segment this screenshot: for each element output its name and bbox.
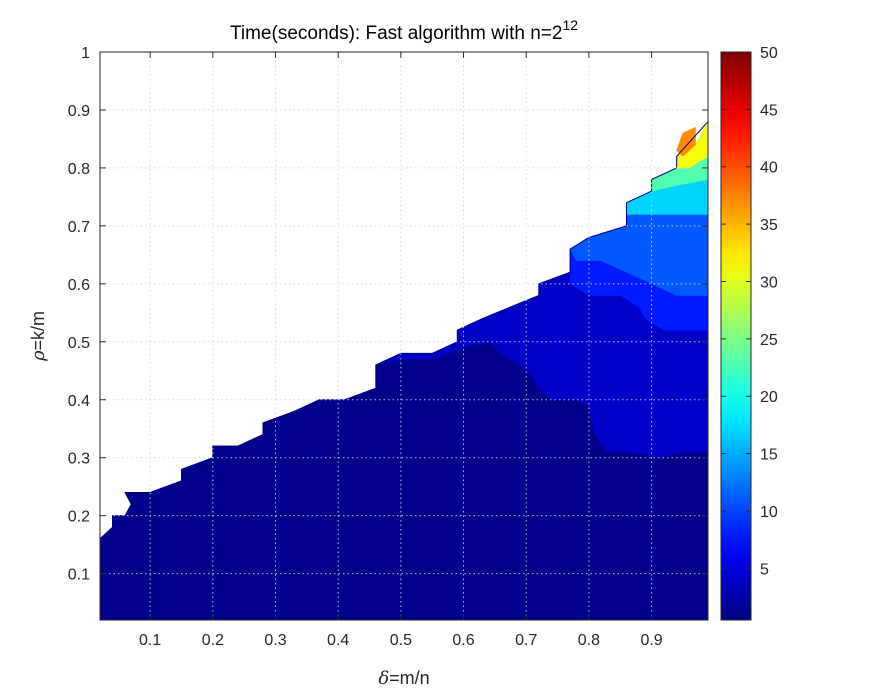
x-axis-label-text: =m/n [389, 668, 430, 688]
y-tick-label: 0.9 [68, 103, 90, 120]
chart-title-base: Time(seconds): Fast algorithm with n=2 [230, 23, 562, 44]
y-tick-label: 0.6 [68, 277, 90, 294]
plot-frame [99, 51, 709, 621]
y-axis-label-symbol: ρ [28, 350, 49, 362]
colorbar-tick-label: 10 [760, 504, 778, 521]
y-tick-label: 1 [81, 45, 90, 62]
x-axis-label: δ=m/n [378, 668, 429, 689]
y-tick-label: 0.8 [68, 161, 90, 178]
y-axis-label-text: =k/m [28, 311, 48, 351]
colorbar-tick-label: 30 [760, 274, 778, 291]
x-tick-label: 0.9 [640, 632, 662, 649]
plot-area: 0.1 0.2 0.3 0.4 0.5 0.6 0.7 0.8 0.9 0.1 0.2 0.3 0.4 0… [68, 45, 709, 649]
colorbar-tick-label: 40 [760, 160, 778, 177]
x-axis-label-symbol: δ [378, 668, 389, 689]
x-tick-label: 0.8 [578, 632, 600, 649]
y-tick-label: 0.2 [68, 509, 90, 526]
chart-title-superscript: 12 [562, 17, 578, 33]
x-tick-label: 0.5 [390, 632, 412, 649]
y-tick-label: 0.3 [68, 451, 90, 468]
y-axis-label: ρ=k/m [28, 311, 49, 362]
colorbar-tick-label: 15 [760, 447, 778, 464]
colorbar-ticks: 5 10 15 20 25 30 35 40 45 50 [721, 45, 778, 578]
x-tick-label: 0.7 [515, 632, 537, 649]
colorbar-gradient [721, 52, 751, 620]
colorbar-tick-label: 5 [760, 561, 769, 578]
x-tick-label: 0.6 [452, 632, 474, 649]
contour-boundary [99, 121, 709, 540]
x-tick-label: 0.1 [139, 632, 161, 649]
y-tick-label: 0.7 [68, 219, 90, 236]
axis-ticks: 0.1 0.2 0.3 0.4 0.5 0.6 0.7 0.8 0.9 0.1 0.2 0.3 0.4 0… [68, 45, 708, 649]
colorbar-tick-label: 20 [760, 389, 778, 406]
colorbar-tick-label: 35 [760, 217, 778, 234]
colorbar-tick-label: 50 [760, 45, 778, 62]
y-tick-label: 0.1 [68, 567, 90, 584]
x-tick-label: 0.3 [264, 632, 286, 649]
colorbar-tick-label: 45 [760, 102, 778, 119]
colorbar-tick-label: 25 [760, 332, 778, 349]
y-tick-label: 0.4 [68, 393, 90, 410]
colorbar-frame [720, 51, 752, 621]
colorbar: 5 10 15 20 25 30 35 40 45 50 [720, 45, 778, 621]
x-tick-label: 0.2 [202, 632, 224, 649]
x-tick-label: 0.4 [327, 632, 349, 649]
chart-title: Time(seconds): Fast algorithm with n=212 [230, 17, 578, 44]
grid-lines [100, 51, 708, 620]
y-tick-label: 0.5 [68, 335, 90, 352]
